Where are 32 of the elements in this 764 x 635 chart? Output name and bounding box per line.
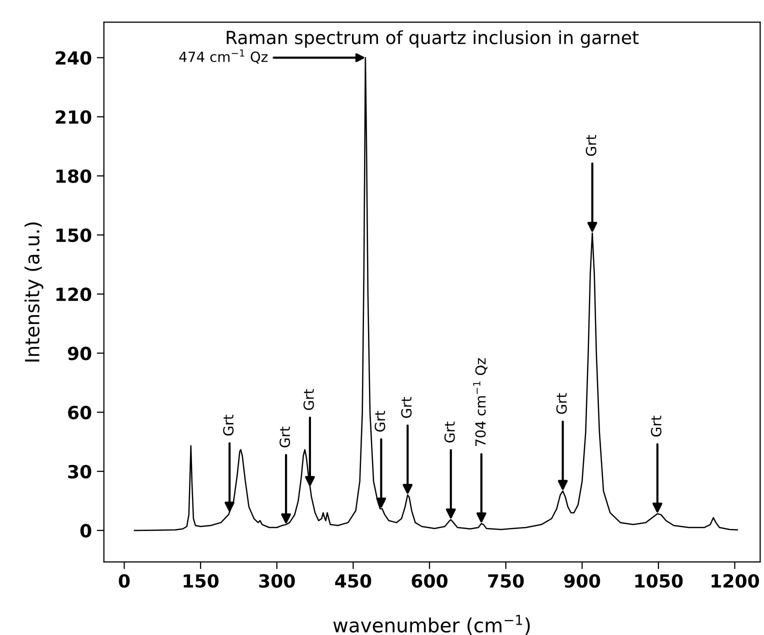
annotation: Grt (586, 135, 596, 156)
annotation: 704 cm$^{−1}$ Qz (473, 358, 488, 446)
y-tick-label: 240 (56, 51, 92, 65)
annotation: Grt (303, 389, 314, 410)
x-tick-label: 1050 (635, 574, 683, 588)
x-tick-label: 900 (564, 574, 600, 588)
chart-title: Raman spectrum of quartz inclusion in garnet (226, 30, 639, 48)
annotation: 474 cm$^{−1}$ Qz (179, 49, 268, 64)
y-tick-label: 30 (68, 464, 92, 478)
x-tick-label: 450 (335, 574, 372, 588)
y-axis-title: Intensity (a.u.) (24, 222, 44, 362)
x-tick-label: 150 (184, 574, 219, 588)
y-tick-label: 60 (68, 406, 92, 420)
y-tick-label: 90 (68, 346, 92, 360)
y-tick-label: 120 (56, 288, 92, 302)
y-tick-label: 210 (56, 110, 92, 124)
x-tick-label: 750 (488, 574, 524, 588)
annotation: Grt (650, 416, 662, 437)
x-axis-title: wavenumber (cm$^{−1}$) (333, 614, 530, 635)
y-tick-label: 180 (56, 169, 92, 183)
x-tick-label: 1200 (712, 574, 760, 588)
x-tick-label: 0 (118, 574, 130, 588)
annotation: Grt (444, 422, 455, 442)
x-tick-label: 300 (259, 574, 295, 588)
y-tick-label: 0 (80, 524, 92, 538)
x-tick-label: 600 (412, 574, 448, 588)
annotation: Grt (374, 410, 386, 432)
annotation: Grt (401, 397, 412, 418)
annotation: Grt (556, 393, 567, 414)
y-tick-label: 150 (56, 228, 92, 242)
annotation: Grt (223, 414, 234, 436)
annotation: Grt (280, 426, 290, 448)
